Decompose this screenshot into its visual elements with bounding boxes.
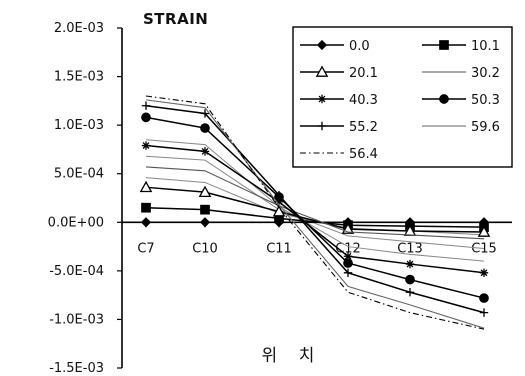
legend-label: 0.0: [349, 39, 370, 54]
series-line: [145, 166, 485, 240]
legend-item: 55.2: [300, 120, 378, 135]
y-tick-label: 1.5E-03: [54, 70, 104, 85]
x-tick-label: C11: [266, 241, 292, 256]
legend-label: 40.3: [349, 93, 378, 108]
square-marker: [200, 204, 210, 215]
circle-marker: [200, 123, 210, 133]
legend-label: 56.4: [349, 147, 378, 162]
series-line: [145, 104, 485, 314]
circle-marker: [141, 112, 151, 123]
diamond-marker: [199, 217, 211, 228]
x-tick-label: C12: [335, 241, 361, 256]
diamond-marker: [316, 39, 328, 51]
star-marker: [200, 147, 210, 156]
legend-label: 59.6: [471, 120, 500, 135]
x-axis-label: 위 치: [262, 346, 315, 366]
legend-item: 40.3: [300, 93, 378, 108]
series-55.2: [141, 101, 489, 317]
legend-item: 30.2: [422, 66, 500, 81]
unlabeled-series-line: [145, 139, 485, 262]
y-tick-label: -5.0E-04: [49, 264, 104, 279]
plus-marker: [200, 109, 210, 118]
legend-item: 56.4: [300, 147, 378, 162]
star-marker: [317, 94, 327, 104]
x-tick-label: C15: [471, 241, 497, 256]
circle-marker: [343, 258, 353, 268]
star-marker: [274, 197, 284, 207]
legend-item: 10.1: [422, 39, 500, 54]
legend-item: 50.3: [422, 93, 500, 108]
y-tick-label: 1.0E-03: [54, 118, 104, 133]
series-line: [145, 99, 485, 329]
y-tick-label: -1.0E-03: [49, 312, 104, 327]
x-tick-label: C13: [397, 241, 423, 256]
legend: 0.0 10.1 20.1 30.2 40.3 50.3 55.2 59.6 56.4: [292, 26, 513, 168]
legend-label: 50.3: [471, 93, 500, 108]
series-20.1: [139, 180, 491, 237]
y-axis-ticks: 2.0E-03 1.5E-03 1.0E-03 5.0E-04 0.0E+00 -5.0E…: [48, 21, 122, 376]
legend-item: 0.0: [300, 39, 370, 54]
legend-label: 20.1: [349, 66, 378, 81]
plot-area: [139, 95, 491, 330]
x-tick-label: C10: [192, 241, 218, 256]
star-marker: [343, 252, 353, 261]
chart-title: STRAIN: [143, 10, 208, 28]
legend-item: 59.6: [422, 120, 500, 135]
diamond-marker: [140, 217, 152, 228]
triangle-marker: [315, 65, 329, 77]
series-56.4: [145, 95, 485, 330]
series-50.3: [141, 112, 489, 303]
y-tick-label: 5.0E-04: [54, 167, 104, 182]
legend-item: 20.1: [300, 65, 378, 81]
star-marker: [405, 259, 415, 269]
circle-marker: [405, 274, 415, 285]
circle-marker: [439, 94, 449, 104]
plus-marker: [317, 121, 327, 131]
square-marker: [439, 40, 449, 50]
y-tick-label: 0.0E+00: [48, 215, 104, 230]
legend-label: 30.2: [471, 66, 500, 81]
triangle-marker: [139, 180, 153, 193]
series-59.6: [145, 99, 485, 329]
plus-marker: [141, 101, 151, 110]
legend-label: 10.1: [471, 39, 500, 54]
plus-marker: [274, 190, 284, 200]
legend-label: 55.2: [349, 120, 378, 135]
series-line: [145, 206, 485, 228]
plus-marker: [405, 288, 415, 297]
triangle-marker: [477, 225, 491, 237]
series-30.2: [145, 166, 485, 240]
x-tick-label: C7: [137, 241, 154, 256]
legend-box: [292, 26, 513, 168]
series-line: [145, 95, 485, 330]
circle-marker: [479, 293, 489, 303]
series-line: [145, 186, 485, 233]
y-tick-label: -1.5E-03: [49, 361, 104, 376]
star-marker: [141, 141, 151, 150]
square-marker: [141, 202, 151, 213]
triangle-marker: [198, 185, 212, 198]
plus-marker: [343, 268, 353, 277]
plus-marker: [479, 308, 489, 317]
star-marker: [479, 268, 489, 277]
series-line: [145, 116, 485, 299]
y-tick-label: 2.0E-03: [54, 21, 104, 36]
x-axis-ticks: C7 C10 C11 C12 C13 C15: [137, 222, 497, 256]
